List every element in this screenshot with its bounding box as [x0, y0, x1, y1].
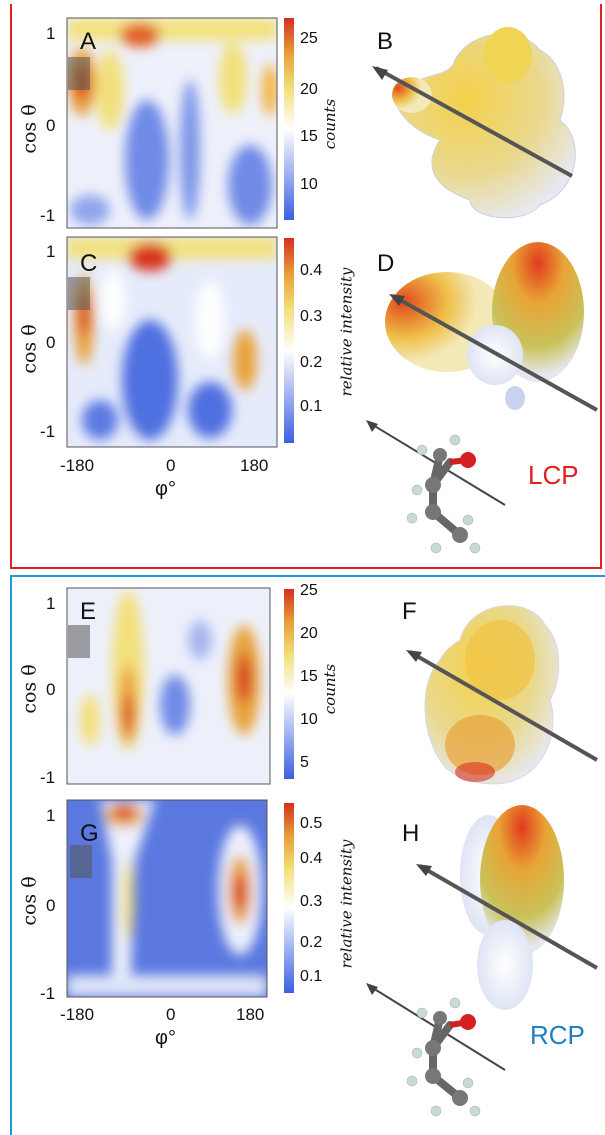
cbtick-e-25: 25	[300, 582, 318, 599]
heatmap-g	[66, 799, 268, 998]
shape-h	[416, 805, 598, 1010]
cbtick-a-15: 15	[300, 128, 318, 145]
panel-label-a: A	[80, 28, 97, 55]
ytick-g-top: 1	[46, 806, 56, 825]
shape-d	[385, 242, 598, 412]
ytick-c-top: 1	[46, 242, 56, 261]
xtick-g-right: 180	[236, 1005, 265, 1024]
cbtick-e-10: 10	[300, 711, 318, 728]
colorbar-a	[284, 18, 294, 220]
ytick-a-mid: 0	[46, 116, 56, 135]
ytick-e-mid: 0	[46, 680, 56, 699]
molecule-rcp	[366, 983, 506, 1117]
cbtick-g-01: 0.1	[300, 968, 323, 985]
cblabel-e: counts	[321, 663, 340, 715]
xtick-g-left: -180	[60, 1005, 95, 1024]
ytick-g-bot: -1	[40, 984, 56, 1003]
ylabel-a: cos θ	[18, 104, 41, 154]
cbtick-c-03: 0.3	[300, 308, 323, 325]
panel-label-g: G	[80, 820, 99, 847]
cbtick-g-05: 0.5	[300, 815, 323, 832]
cbtick-e-20: 20	[300, 625, 318, 642]
cblabel-a: counts	[321, 98, 340, 150]
panel-label-f: F	[402, 598, 417, 625]
lcp-frame	[10, 4, 602, 569]
panel-label-e: E	[80, 598, 97, 625]
heatmap-a	[66, 17, 278, 229]
cbtick-c-02: 0.2	[300, 354, 323, 371]
xtick-c-mid: 0	[166, 456, 176, 475]
ytick-g-mid: 0	[46, 896, 56, 915]
xtick-c-left: -180	[60, 456, 95, 475]
ytick-a-top: 1	[46, 24, 56, 43]
cbtick-e-5: 5	[300, 754, 309, 771]
ytick-c-mid: 0	[46, 333, 56, 352]
cbtick-g-03: 0.3	[300, 893, 323, 910]
ytick-a-bot: -1	[40, 206, 56, 225]
colorbar-c	[284, 238, 294, 443]
ytick-e-bot: -1	[40, 768, 56, 787]
cbtick-c-04: 0.4	[300, 262, 323, 279]
colorbar-e	[284, 589, 294, 779]
shape-b	[372, 27, 576, 219]
lcp-label: LCP	[528, 460, 579, 490]
shape-f	[406, 605, 599, 785]
rcp-label: RCP	[530, 1020, 585, 1050]
heatmap-c	[66, 236, 278, 448]
cbtick-g-02: 0.2	[300, 934, 323, 951]
cbtick-g-04: 0.4	[300, 850, 323, 867]
ytick-e-top: 1	[46, 594, 56, 613]
xlabel-c: φ°	[155, 478, 176, 500]
cbtick-a-20: 20	[300, 81, 318, 98]
xlabel-g: φ°	[155, 1027, 176, 1049]
heatmap-e	[66, 587, 271, 785]
rcp-frame	[10, 575, 605, 1135]
cbtick-a-25: 25	[300, 30, 318, 47]
molecule-lcp	[366, 420, 506, 554]
cbtick-e-15: 15	[300, 668, 318, 685]
colorbar-g	[284, 803, 294, 993]
xtick-c-right: 180	[240, 456, 269, 475]
panel-label-c: C	[80, 250, 98, 277]
xtick-g-mid: 0	[166, 1005, 176, 1024]
cbtick-a-10: 10	[300, 176, 318, 193]
ylabel-e: cos θ	[18, 664, 41, 714]
ylabel-c: cos θ	[18, 324, 41, 374]
panel-label-b: B	[377, 28, 394, 55]
ylabel-g: cos θ	[18, 876, 41, 926]
cbtick-c-01: 0.1	[300, 398, 323, 415]
ytick-c-bot: -1	[40, 422, 56, 441]
cblabel-c: relative intensity	[337, 267, 356, 397]
cblabel-g: relative intensity	[337, 839, 356, 969]
panel-label-d: D	[377, 250, 395, 277]
panel-label-h: H	[402, 820, 420, 847]
